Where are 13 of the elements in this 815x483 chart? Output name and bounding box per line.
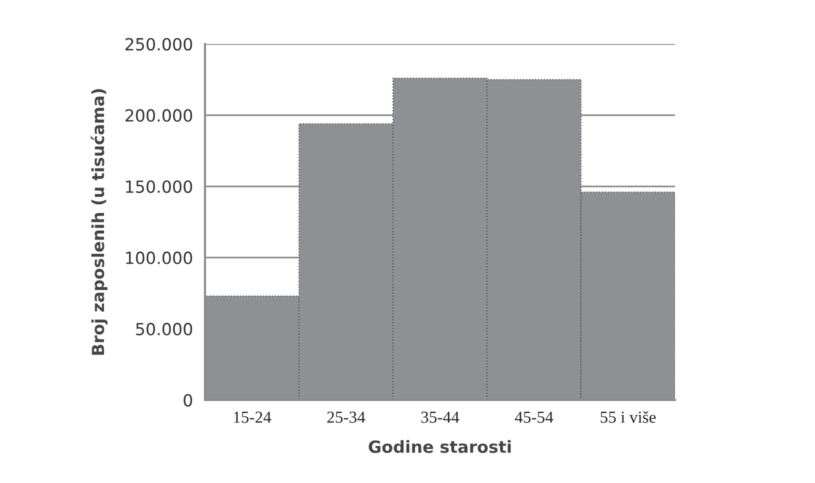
y-axis-title: Broj zaposlenih (u tisućama) (90, 89, 108, 355)
x-axis-title: Godine starosti (368, 440, 511, 454)
y-tick-label: 50.000 (136, 322, 192, 336)
y-tick-label: 0 (184, 394, 192, 407)
x-tick-label: 45-54 (514, 412, 554, 423)
y-tick-label: 200.000 (125, 109, 192, 122)
y-tick-label: 150.000 (126, 180, 192, 193)
x-tick-label: 15-24 (234, 412, 272, 423)
x-tick-label: 55 i više (600, 411, 656, 423)
x-tick-label: 25-34 (327, 412, 366, 423)
y-tick-label: 250.000 (125, 38, 192, 51)
y-tick-label: 100.000 (126, 252, 192, 264)
x-tick-label: 35-44 (421, 412, 460, 423)
